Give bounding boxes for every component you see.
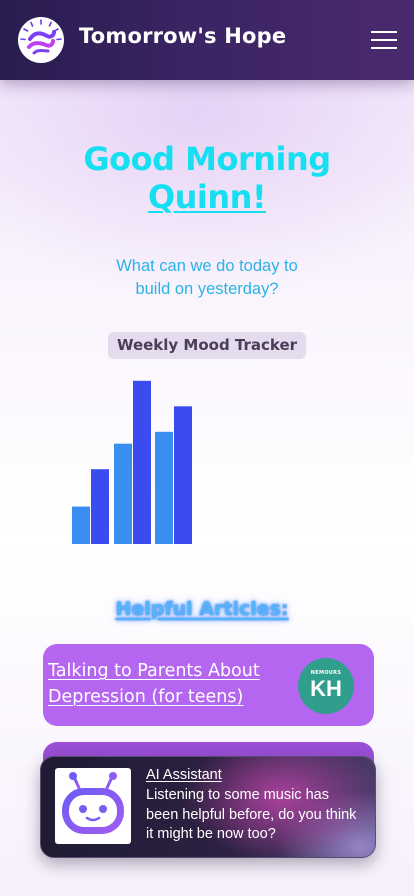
mood-bar [155, 431, 173, 544]
mood-bar [72, 506, 90, 544]
mood-bar [133, 380, 151, 544]
article-link[interactable]: Talking to Parents About Depression (for… [48, 661, 260, 707]
ai-assistant-title[interactable]: AI Assistant [146, 767, 222, 783]
greeting-line: Good Morning [83, 140, 331, 178]
app-brand-title: Tomorrow's Hope [79, 24, 287, 48]
mood-bar-chart [72, 380, 192, 544]
daily-question: What can we do today to build on yesterd… [116, 257, 298, 298]
article-card[interactable]: Talking to Parents About Depression (for… [43, 644, 374, 726]
kidshealth-badge-small: NEMOURS [310, 670, 342, 676]
app-header: Tomorrow's Hope [0, 0, 414, 80]
helpful-articles-heading[interactable]: Helpful Articles: [115, 598, 289, 620]
mood-tracker-label[interactable]: Weekly Mood Tracker [108, 332, 306, 359]
kidshealth-badge-text: KH [310, 676, 342, 701]
hamburger-menu-icon[interactable] [371, 30, 397, 50]
robot-icon [55, 768, 131, 844]
greeting-heading: Good Morning Quinn! [0, 140, 414, 216]
ai-assistant-message: Listening to some music has been helpful… [146, 787, 357, 842]
mood-bar [174, 406, 192, 544]
kidshealth-badge-icon: NEMOURS KH [298, 658, 354, 714]
greeting-name: Quinn! [147, 178, 267, 216]
ai-assistant-panel[interactable]: AI Assistant Listening to some music has… [40, 756, 376, 858]
mood-bar [114, 443, 132, 544]
mood-bar [91, 469, 109, 544]
hope-swirl-logo-icon[interactable] [18, 17, 64, 63]
